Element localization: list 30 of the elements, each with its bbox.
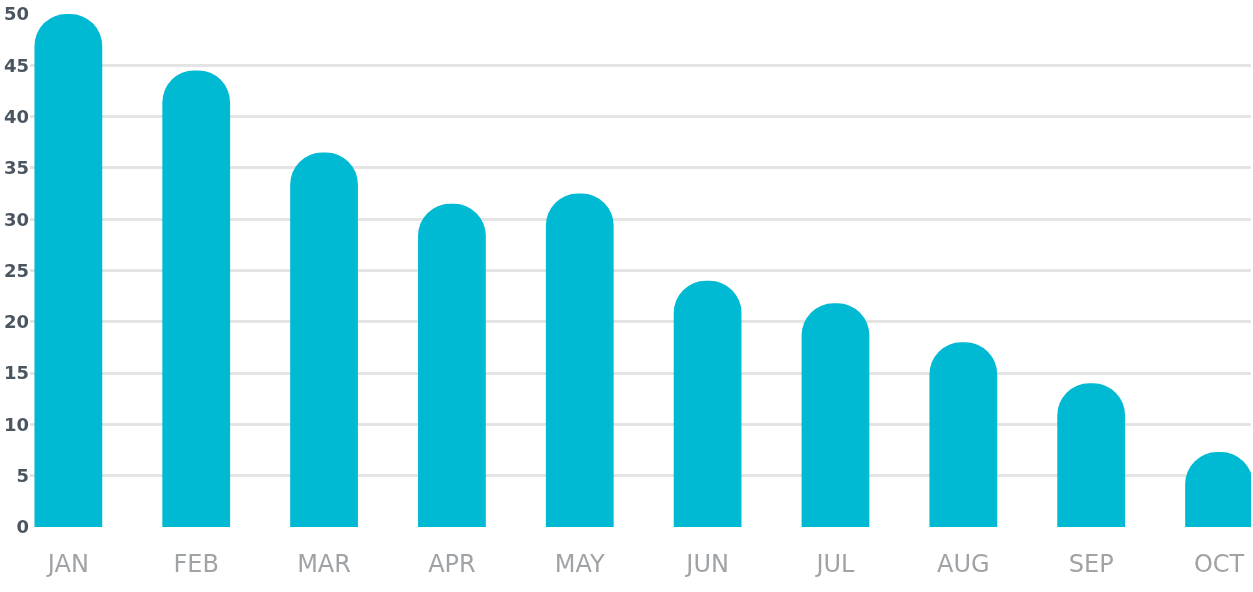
y-tick-label: 15 <box>3 362 29 384</box>
bar <box>34 14 103 527</box>
y-tick-label: 30 <box>3 208 29 230</box>
bar <box>418 203 486 527</box>
bar <box>929 342 998 527</box>
x-tick-label: SEP <box>1068 550 1114 578</box>
x-tick-label: JAN <box>45 550 89 578</box>
x-tick-label: JUL <box>814 550 856 578</box>
bar <box>1057 383 1126 527</box>
y-tick-label: 0 <box>16 516 29 538</box>
x-tick-label: MAY <box>554 550 606 578</box>
bar <box>801 303 870 527</box>
y-tick-label: 40 <box>3 105 29 127</box>
bar <box>162 70 231 527</box>
bar <box>290 152 358 527</box>
y-tick-label: 50 <box>3 3 29 25</box>
bar <box>673 280 742 527</box>
x-tick-label: MAR <box>297 550 351 578</box>
x-tick-label: FEB <box>173 550 219 578</box>
x-tick-label: JUN <box>684 550 729 578</box>
y-tick-label: 45 <box>3 54 29 76</box>
y-tick-label: 5 <box>16 465 29 486</box>
bar <box>545 193 614 527</box>
y-tick-label: 25 <box>3 259 29 281</box>
y-tick-label: 35 <box>3 157 29 179</box>
y-tick-label: 10 <box>3 413 29 435</box>
x-tick-label: AUG <box>937 550 990 578</box>
x-tick-label: APR <box>428 550 476 578</box>
y-tick-label: 20 <box>3 311 29 333</box>
x-tick-label: OCT <box>1193 550 1245 578</box>
